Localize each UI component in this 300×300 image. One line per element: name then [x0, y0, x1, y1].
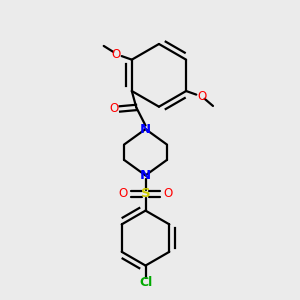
Text: O: O — [164, 188, 173, 200]
Text: O: O — [110, 102, 119, 116]
Text: O: O — [197, 90, 206, 103]
Text: N: N — [140, 123, 151, 136]
Text: Cl: Cl — [139, 276, 152, 290]
Text: O: O — [112, 48, 121, 61]
Text: S: S — [141, 188, 150, 200]
Text: N: N — [140, 169, 151, 182]
Text: O: O — [118, 188, 128, 200]
